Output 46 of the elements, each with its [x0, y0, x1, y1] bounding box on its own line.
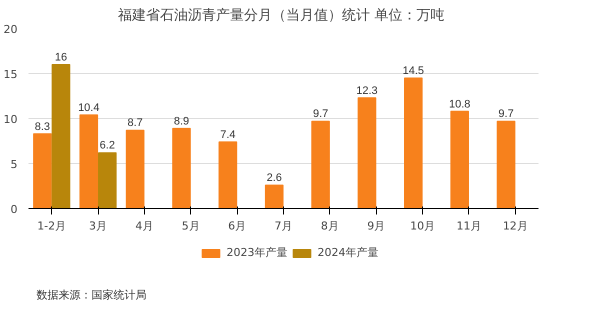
- y-tick-label: 0: [10, 203, 18, 216]
- data-label: 8.9: [174, 115, 190, 128]
- bar: [79, 114, 98, 208]
- legend-label: 2023年产量: [226, 245, 288, 260]
- data-label: 12.3: [356, 84, 378, 97]
- x-tick-label: 11月: [456, 220, 482, 232]
- data-label: 9.7: [312, 108, 328, 120]
- bar: [218, 141, 238, 208]
- bar: [404, 78, 423, 208]
- bar: [496, 120, 516, 208]
- data-label: 8.7: [127, 117, 143, 130]
- x-tick-label: 3月: [89, 220, 108, 232]
- source-note: 数据来源：国家统计局: [36, 288, 146, 302]
- legend-label: 2024年产量: [318, 245, 378, 260]
- y-tick-label: 5: [10, 158, 18, 171]
- x-tick-label: 6月: [228, 220, 246, 232]
- data-label: 6.2: [100, 140, 115, 152]
- y-tick-label: 10: [4, 113, 18, 126]
- data-label: 8.3: [34, 120, 50, 133]
- data-label: 2.6: [266, 172, 282, 184]
- y-tick-label: 15: [4, 68, 18, 81]
- bar: [126, 130, 144, 208]
- bar: [33, 133, 52, 208]
- x-tick-label: 7月: [274, 220, 292, 232]
- bar: [52, 64, 70, 208]
- data-label: 7.4: [220, 128, 236, 141]
- bar: [450, 110, 469, 208]
- data-label: 10.8: [448, 98, 470, 110]
- x-tick-label: 9月: [367, 220, 386, 232]
- y-tick-label: 20: [4, 23, 18, 36]
- bar: [311, 120, 330, 208]
- data-label: 14.5: [402, 65, 424, 77]
- data-label: 16: [54, 52, 68, 64]
- x-tick-label: 12月: [502, 220, 528, 232]
- bar: [358, 97, 376, 208]
- data-label: 9.7: [498, 108, 514, 120]
- data-label: 10.4: [78, 102, 100, 114]
- chart-title: 福建省石油沥青产量分月（当月值）统计 单位：万吨: [118, 8, 445, 24]
- bar: [264, 184, 284, 208]
- x-tick-label: 1-2月: [37, 220, 66, 232]
- bar: [98, 152, 117, 208]
- x-tick-label: 10月: [410, 220, 436, 232]
- x-tick-label: 4月: [135, 220, 154, 232]
- bar: [172, 128, 191, 208]
- x-tick-label: 8月: [320, 220, 339, 232]
- x-tick-label: 5月: [182, 220, 200, 232]
